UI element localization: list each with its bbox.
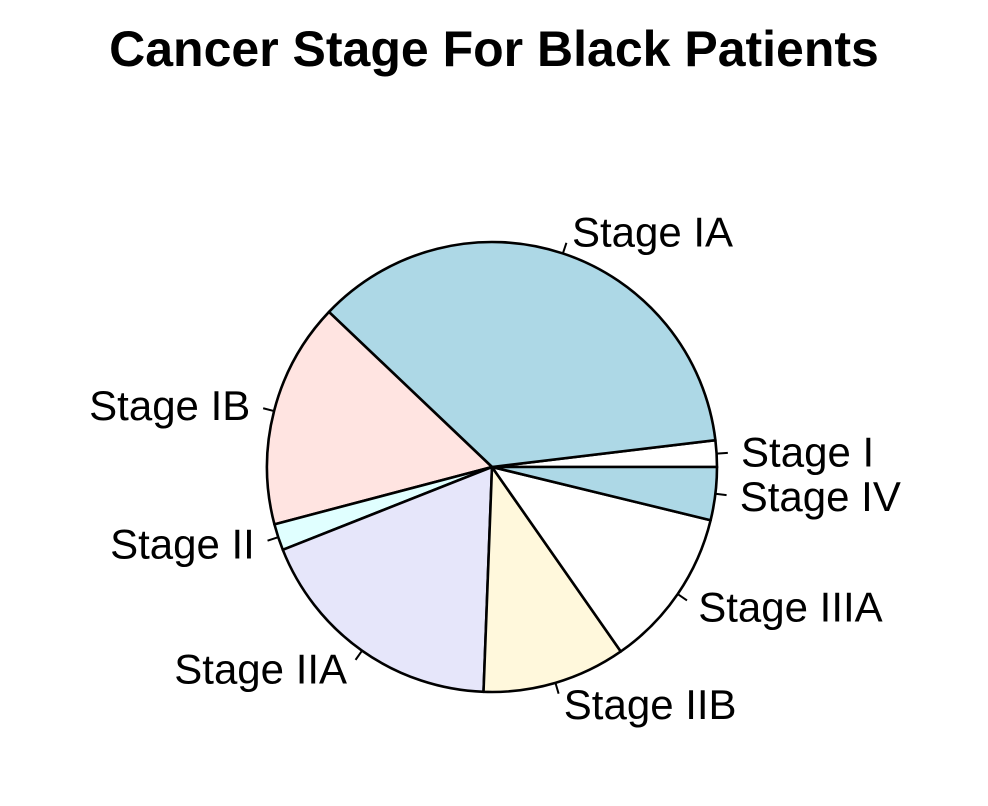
slice-label-stage-iia: Stage IIA bbox=[174, 646, 347, 693]
pie-slice-stage-iib bbox=[482, 465, 623, 694]
leader-line-stage-iia bbox=[354, 650, 363, 661]
label-leader-lines bbox=[262, 242, 728, 694]
leader-line-stage-ii bbox=[267, 536, 279, 542]
slice-label-stage-iib: Stage IIB bbox=[564, 681, 737, 728]
pie-slice-stage-ia bbox=[327, 240, 717, 469]
slice-labels: Stage I Stage IA Stage IB Stage II Stage IIA… bbox=[89, 209, 901, 728]
leader-line-stage-iv bbox=[715, 492, 727, 497]
pie-slices bbox=[265, 240, 719, 694]
slice-label-stage-i: Stage I bbox=[741, 429, 874, 476]
pie-slice-stage-iv bbox=[490, 465, 719, 522]
leader-line-stage-iib bbox=[554, 682, 560, 694]
leader-line-stage-ia bbox=[561, 242, 568, 254]
pie-slice-stage-ib bbox=[265, 310, 494, 526]
slice-label-stage-iv: Stage IV bbox=[740, 473, 901, 520]
pie-slice-stage-iia bbox=[281, 465, 494, 694]
slice-label-stage-ii: Stage II bbox=[110, 521, 255, 568]
leader-line-stage-i bbox=[716, 451, 728, 455]
slice-label-stage-ia: Stage IA bbox=[572, 209, 733, 256]
slice-label-stage-ib: Stage IB bbox=[89, 382, 250, 429]
leader-line-stage-ib bbox=[262, 407, 275, 413]
leader-line-stage-iiia bbox=[677, 593, 688, 602]
chart-title: Cancer Stage For Black Patients bbox=[109, 21, 879, 77]
slice-label-stage-iiia: Stage IIIA bbox=[698, 583, 882, 630]
